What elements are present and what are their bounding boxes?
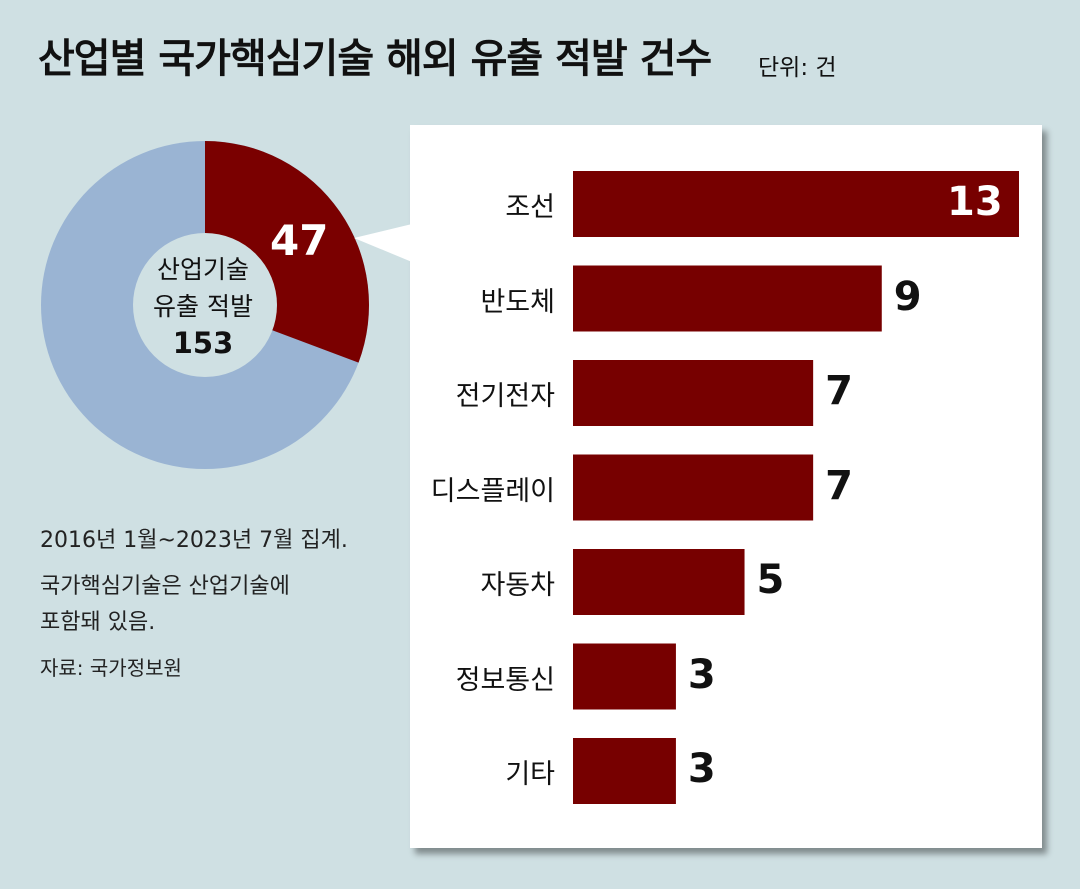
- value-label-1: 9: [893, 273, 922, 320]
- source-note: 자료: 국가정보원: [40, 656, 182, 680]
- bar-6: [573, 738, 676, 804]
- donut-center-total: 153: [172, 326, 234, 360]
- bar-2: [573, 360, 814, 426]
- donut-center-label-line1: 산업기술: [156, 255, 249, 284]
- bar-4: [573, 549, 745, 615]
- category-label-0: 조선: [505, 192, 555, 223]
- value-label-0: 13: [947, 179, 1003, 225]
- category-label-2: 전기전자: [455, 381, 555, 412]
- value-label-6: 3: [687, 746, 716, 792]
- category-label-6: 기타: [505, 759, 555, 790]
- donut-center-label-line2: 유출 적발: [153, 292, 253, 321]
- bar-5: [573, 643, 676, 710]
- donut-hole: [133, 233, 277, 377]
- donut-slice-value: 47: [270, 216, 329, 265]
- note-definition-line1: 국가핵심기술은 산업기술에: [40, 574, 290, 599]
- chart-title: 산업별 국가핵심기술 해외 유출 적발 건수: [38, 36, 712, 82]
- category-label-5: 정보통신: [455, 664, 555, 696]
- category-label-4: 자동차: [480, 570, 555, 601]
- unit-label: 단위: 건: [758, 55, 837, 81]
- value-label-5: 3: [687, 651, 716, 698]
- category-label-1: 반도체: [480, 286, 555, 318]
- bar-0: [573, 171, 1019, 237]
- donut-chart: [41, 141, 369, 469]
- note-definition-line2: 포함돼 있음.: [40, 610, 156, 635]
- value-label-3: 7: [825, 462, 853, 509]
- bar-1: [573, 265, 882, 332]
- callout-pointer: [354, 224, 412, 262]
- note-period: 2016년 1월~2023년 7월 집계.: [40, 528, 348, 553]
- value-label-2: 7: [825, 368, 853, 414]
- category-label-3: 디스플레이: [430, 475, 555, 507]
- bar-3: [573, 454, 814, 521]
- value-label-4: 5: [756, 557, 785, 603]
